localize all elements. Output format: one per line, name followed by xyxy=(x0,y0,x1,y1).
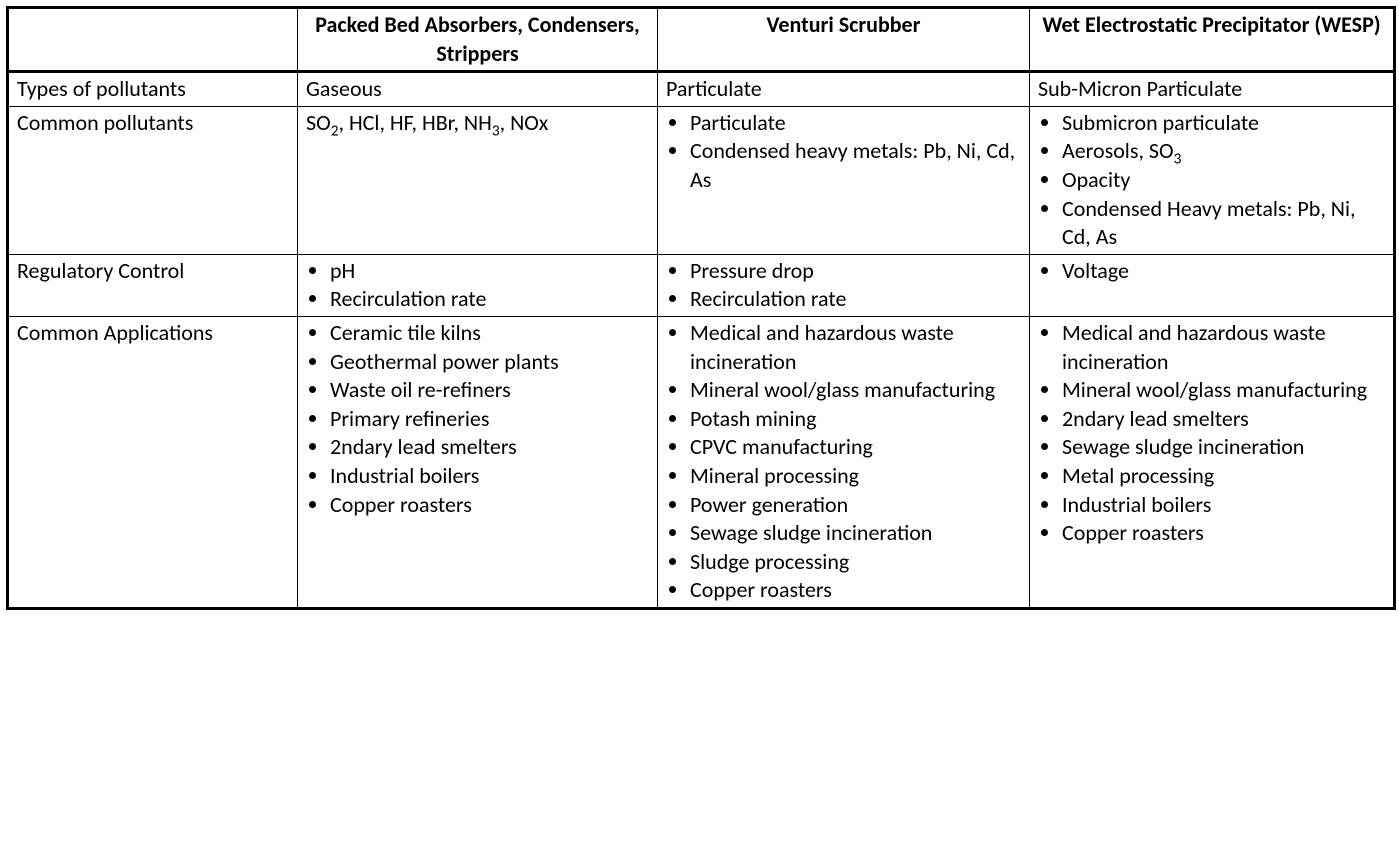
bullet-list: Medical and hazardous waste incineration… xyxy=(1038,319,1385,548)
header-blank xyxy=(8,8,298,72)
cell-wesp: Medical and hazardous waste incineration… xyxy=(1030,316,1395,608)
list-item: Recirculation rate xyxy=(330,285,649,314)
list-item: Copper roasters xyxy=(330,491,649,520)
cell-wesp: Voltage xyxy=(1030,254,1395,316)
list-item: Opacity xyxy=(1062,166,1385,195)
bullet-list: pHRecirculation rate xyxy=(306,257,649,314)
bullet-list: Submicron particulateAerosols, SO3Opacit… xyxy=(1038,109,1385,252)
table-row: Common ApplicationsCeramic tile kilnsGeo… xyxy=(8,316,1395,608)
list-item: Copper roasters xyxy=(1062,519,1385,548)
list-item: Aerosols, SO3 xyxy=(1062,137,1385,166)
cell-venturi: Medical and hazardous waste incineration… xyxy=(658,316,1030,608)
table-row: Types of pollutantsGaseousParticulateSub… xyxy=(8,72,1395,107)
list-item: Mineral wool/glass manufacturing xyxy=(690,376,1021,405)
list-item: Copper roasters xyxy=(690,576,1021,605)
cell-packed_bed: Gaseous xyxy=(298,72,658,107)
list-item: 2ndary lead smelters xyxy=(1062,405,1385,434)
list-item: Submicron particulate xyxy=(1062,109,1385,138)
cell-packed_bed: SO2, HCl, HF, HBr, NH3, NOx xyxy=(298,106,658,254)
list-item: Sewage sludge incineration xyxy=(1062,433,1385,462)
row-label: Common pollutants xyxy=(8,106,298,254)
bullet-list: Ceramic tile kilnsGeothermal power plant… xyxy=(306,319,649,519)
list-item: CPVC manufacturing xyxy=(690,433,1021,462)
list-item: Geothermal power plants xyxy=(330,348,649,377)
list-item: Pressure drop xyxy=(690,257,1021,286)
list-item: Mineral processing xyxy=(690,462,1021,491)
bullet-list: ParticulateCondensed heavy metals: Pb, N… xyxy=(666,109,1021,195)
row-label: Regulatory Control xyxy=(8,254,298,316)
list-item: Sludge processing xyxy=(690,548,1021,577)
list-item: Condensed heavy metals: Pb, Ni, Cd, As xyxy=(690,137,1021,194)
cell-wesp: Sub-Micron Particulate xyxy=(1030,72,1395,107)
cell-packed_bed: pHRecirculation rate xyxy=(298,254,658,316)
list-item: Potash mining xyxy=(690,405,1021,434)
list-item: Industrial boilers xyxy=(330,462,649,491)
header-packed-bed: Packed Bed Absorbers, Condensers, Stripp… xyxy=(298,8,658,72)
cell-venturi: Particulate xyxy=(658,72,1030,107)
cell-wesp: Submicron particulateAerosols, SO3Opacit… xyxy=(1030,106,1395,254)
row-label: Common Applications xyxy=(8,316,298,608)
bullet-list: Medical and hazardous waste incineration… xyxy=(666,319,1021,605)
list-item: pH xyxy=(330,257,649,286)
list-item: Voltage xyxy=(1062,257,1385,286)
table-body: Types of pollutantsGaseousParticulateSub… xyxy=(8,72,1395,609)
list-item: Primary refineries xyxy=(330,405,649,434)
list-item: Condensed Heavy metals: Pb, Ni, Cd, As xyxy=(1062,195,1385,252)
table-header-row: Packed Bed Absorbers, Condensers, Stripp… xyxy=(8,8,1395,72)
list-item: Mineral wool/glass manufacturing xyxy=(1062,376,1385,405)
list-item: Waste oil re-refiners xyxy=(330,376,649,405)
cell-packed_bed: Ceramic tile kilnsGeothermal power plant… xyxy=(298,316,658,608)
list-item: Sewage sludge incineration xyxy=(690,519,1021,548)
table-row: Regulatory ControlpHRecirculation ratePr… xyxy=(8,254,1395,316)
list-item: 2ndary lead smelters xyxy=(330,433,649,462)
cell-venturi: ParticulateCondensed heavy metals: Pb, N… xyxy=(658,106,1030,254)
bullet-list: Pressure dropRecirculation rate xyxy=(666,257,1021,314)
bullet-list: Voltage xyxy=(1038,257,1385,286)
comparison-table: Packed Bed Absorbers, Condensers, Stripp… xyxy=(6,6,1396,610)
cell-venturi: Pressure dropRecirculation rate xyxy=(658,254,1030,316)
list-item: Power generation xyxy=(690,491,1021,520)
row-label: Types of pollutants xyxy=(8,72,298,107)
header-venturi: Venturi Scrubber xyxy=(658,8,1030,72)
list-item: Particulate xyxy=(690,109,1021,138)
list-item: Ceramic tile kilns xyxy=(330,319,649,348)
list-item: Metal processing xyxy=(1062,462,1385,491)
list-item: Medical and hazardous waste incineration xyxy=(690,319,1021,376)
table-row: Common pollutantsSO2, HCl, HF, HBr, NH3,… xyxy=(8,106,1395,254)
header-wesp: Wet Electrostatic Precipitator (WESP) xyxy=(1030,8,1395,72)
list-item: Recirculation rate xyxy=(690,285,1021,314)
list-item: Medical and hazardous waste incineration xyxy=(1062,319,1385,376)
list-item: Industrial boilers xyxy=(1062,491,1385,520)
